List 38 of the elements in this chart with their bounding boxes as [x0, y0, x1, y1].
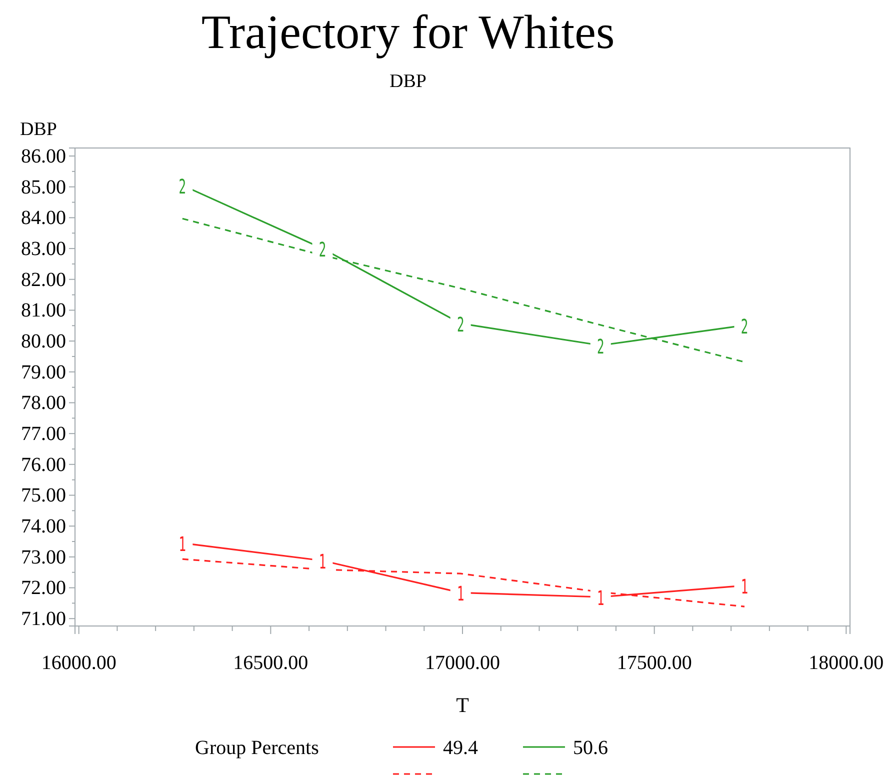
y-tick-label: 78.00	[21, 392, 66, 414]
legend-title: Group Percents	[195, 737, 320, 759]
annotation: 1	[597, 586, 604, 610]
y-axis-title: DBP	[20, 119, 57, 140]
x-tick-label: 16500.00	[233, 652, 308, 674]
y-tick-label: 75.00	[21, 484, 66, 507]
y-tick-label: 84.00	[21, 207, 66, 230]
y-tick-label: 71.00	[21, 608, 66, 630]
annotation: 1	[456, 582, 464, 606]
annotation: 1	[178, 532, 186, 556]
annotation: 1	[740, 575, 748, 598]
y-tick-label: 76.00	[21, 454, 66, 476]
annotation: 2	[318, 238, 326, 262]
annotation: 2	[178, 175, 186, 198]
y-tick-label: 86.00	[21, 145, 66, 168]
x-tick-label: 16000.00	[41, 652, 116, 674]
x-tick-label: 17500.00	[616, 652, 692, 674]
y-tick-label: 80.00	[21, 330, 66, 352]
chart-title: Trajectory for Whites	[201, 6, 615, 59]
annotation: 1	[318, 550, 326, 574]
legend-label: 49.4	[443, 737, 478, 759]
y-tick-label: 81.00	[21, 300, 66, 322]
x-tick-label: 18000.00	[808, 652, 884, 674]
y-tick-label: 74.00	[21, 515, 66, 538]
y-tick-label: 77.00	[21, 422, 66, 445]
x-axis-title: T	[456, 693, 470, 717]
legend-label: 50.6	[573, 737, 608, 759]
y-tick-label: 73.00	[21, 546, 66, 568]
y-tick-label: 82.00	[21, 268, 66, 291]
x-tick-label: 17000.00	[425, 652, 500, 674]
y-tick-label: 83.00	[21, 238, 66, 260]
y-tick-label: 79.00	[21, 361, 66, 384]
chart-subtitle: DBP	[390, 71, 426, 92]
y-tick-label: 85.00	[21, 176, 66, 198]
annotation: 2	[456, 313, 464, 336]
annotation: 2	[740, 315, 748, 338]
y-tick-label: 72.00	[21, 577, 66, 600]
annotation: 2	[597, 335, 604, 358]
